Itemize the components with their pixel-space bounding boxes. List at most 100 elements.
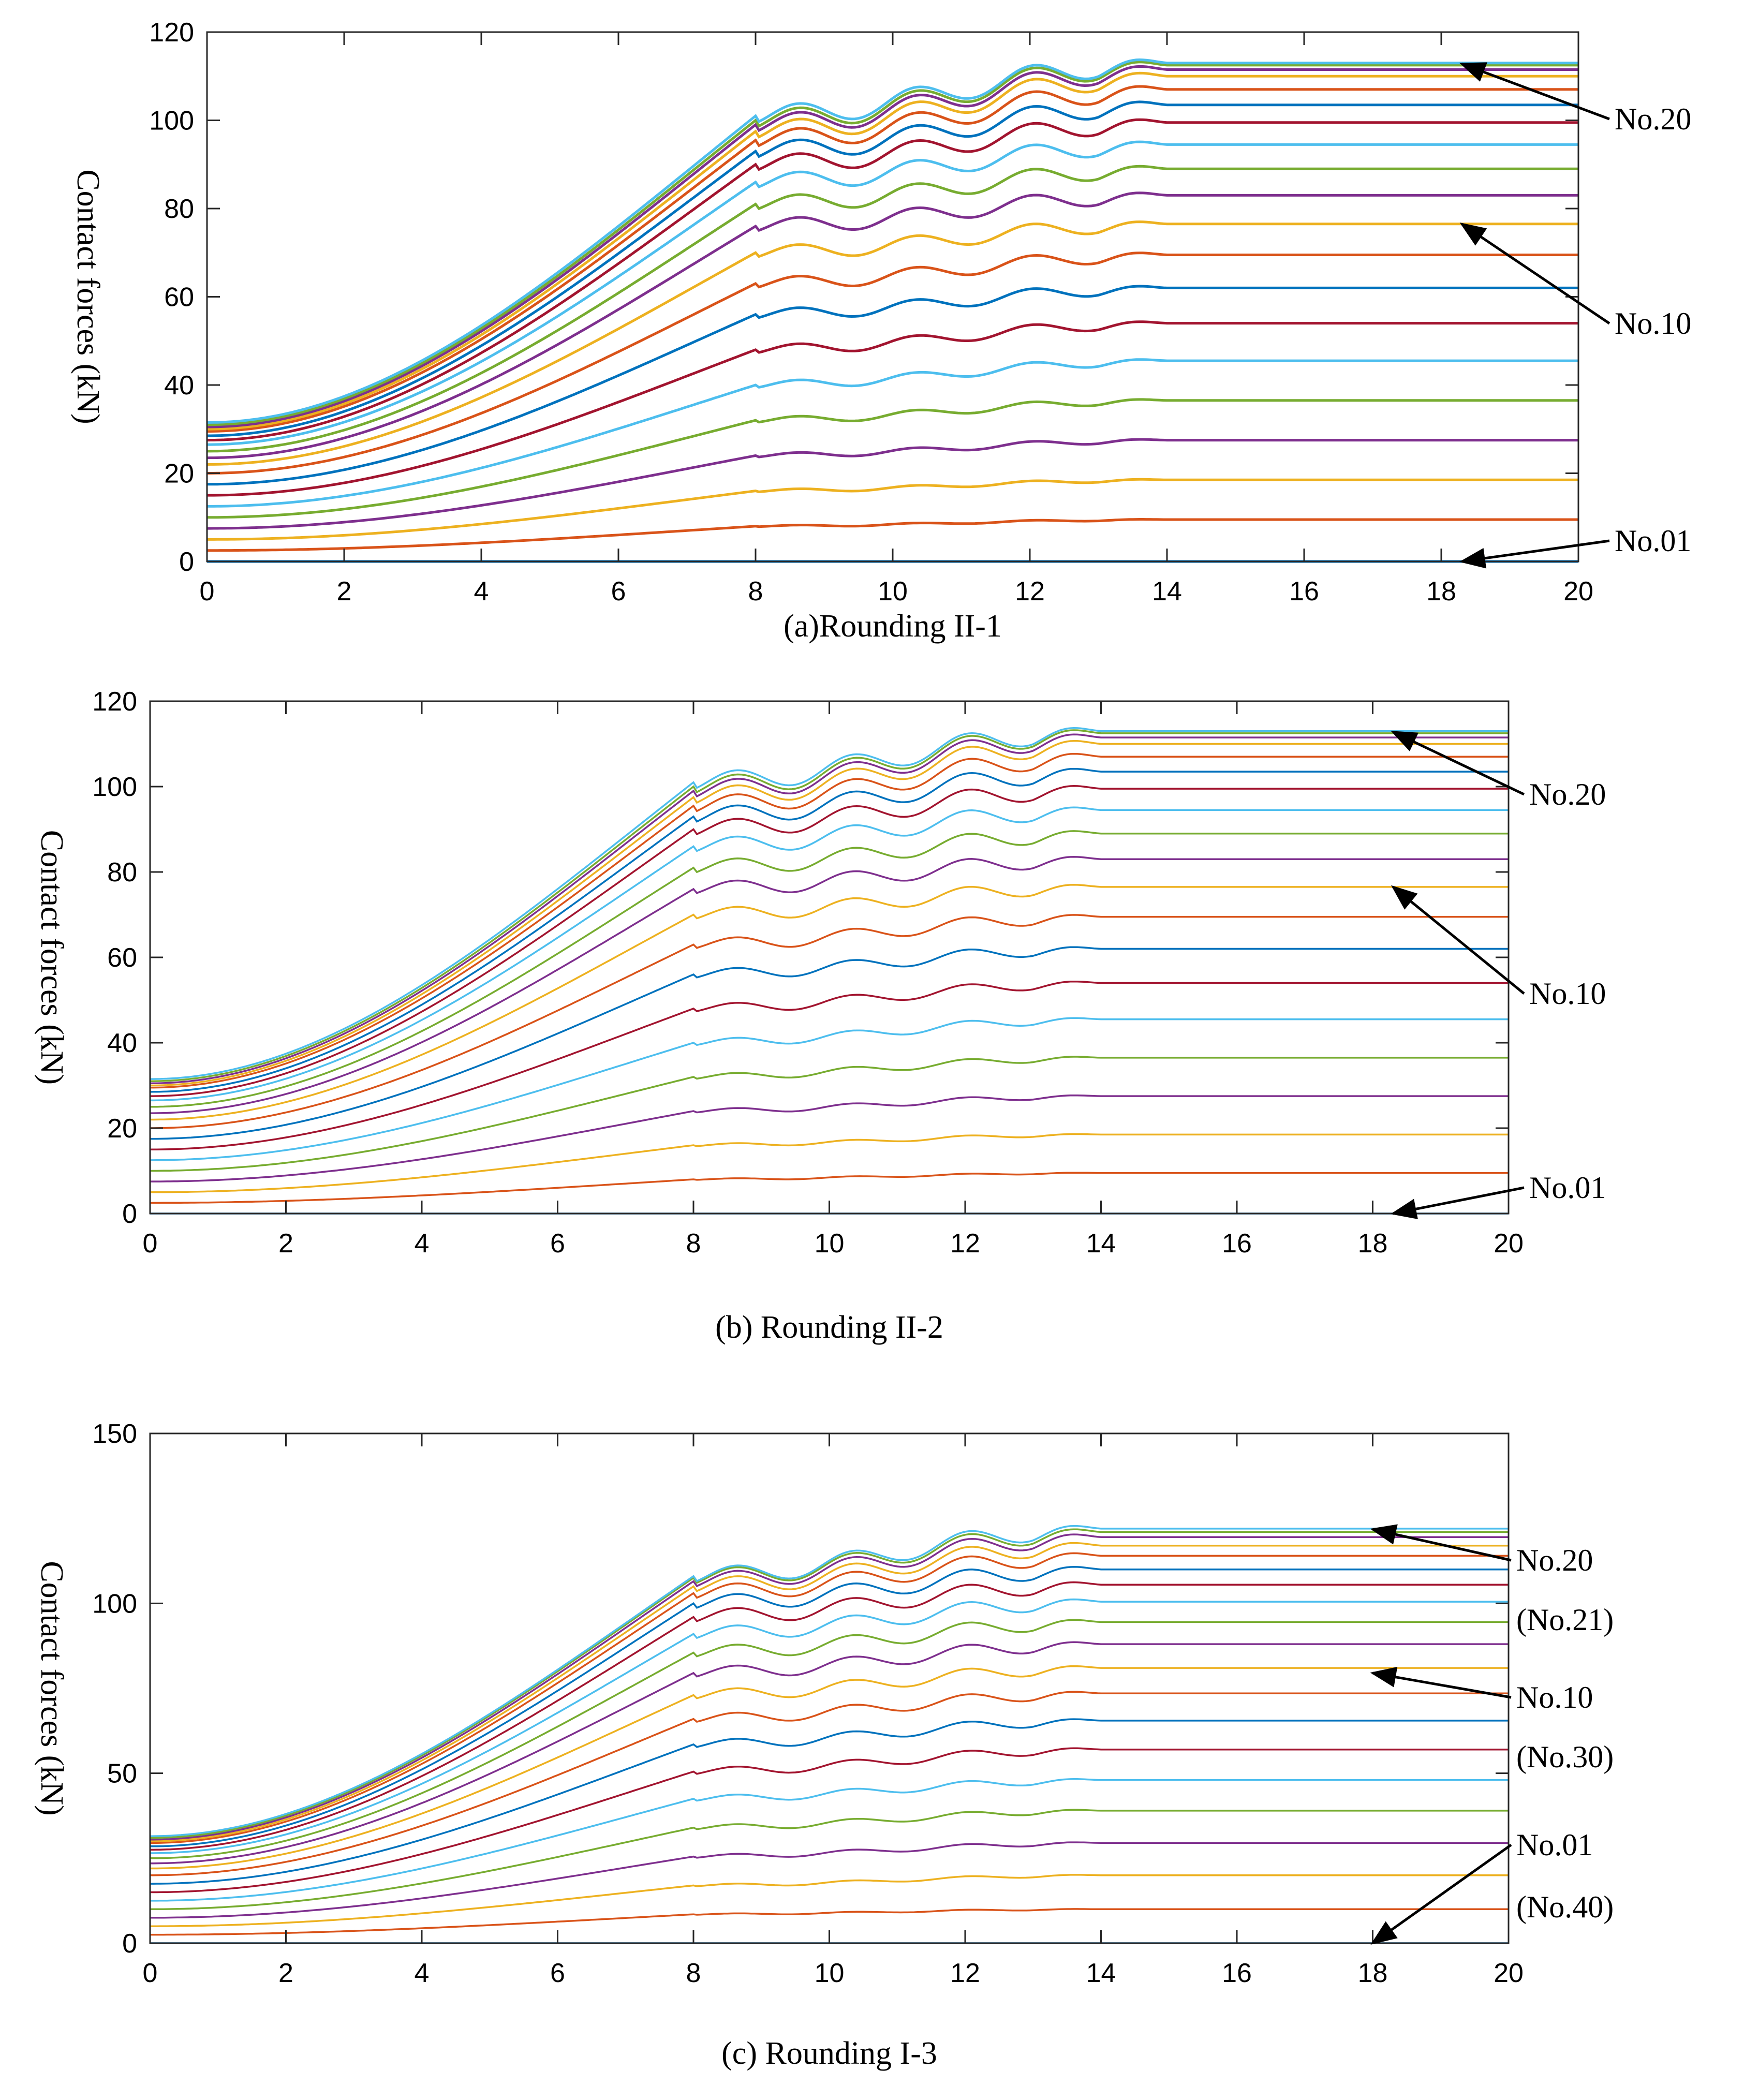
series-line-13	[150, 1598, 1509, 1854]
annotation-label: No.10	[1529, 977, 1606, 1011]
x-tick-label: 0	[143, 1958, 158, 1988]
annotation-arrow	[1370, 1843, 1512, 1945]
series-line-15	[207, 100, 1578, 437]
annotation-arrow	[1370, 1524, 1512, 1562]
series-line-10	[206, 220, 1578, 466]
annotation-label: No.10	[1615, 306, 1691, 341]
series-line-7	[207, 320, 1578, 497]
series-line-9	[150, 1691, 1509, 1876]
y-tick-label: 100	[149, 106, 194, 136]
series-line-10	[150, 1665, 1509, 1870]
y-tick-label: 0	[122, 1199, 137, 1229]
series-line-11	[206, 191, 1578, 460]
series-line-17	[206, 71, 1578, 431]
y-tick-label: 80	[107, 857, 137, 888]
series-group	[206, 58, 1578, 563]
annotation-label: (No.40)	[1516, 1890, 1614, 1924]
series-line-2	[207, 518, 1578, 552]
x-tick-label: 0	[143, 1229, 158, 1259]
series-line-17	[150, 740, 1509, 1087]
x-tick-label: 2	[278, 1958, 293, 1988]
x-tick-label: 12	[950, 1958, 980, 1988]
axes-box	[149, 700, 1510, 1215]
y-tick-label: 50	[107, 1759, 137, 1789]
chart-c: 0 2 4 6 8 10 12 14 16 18 20 0 50 100 150 Contact forces…	[34, 1419, 1614, 2071]
x-tick-label: 12	[1015, 576, 1045, 607]
x-tick-label: 4	[474, 576, 489, 607]
series-line-14	[150, 1581, 1509, 1851]
series-line-20	[150, 1525, 1509, 1837]
series-line-15	[150, 767, 1509, 1093]
series-line-2	[150, 1908, 1509, 1936]
y-tick-label: 60	[164, 283, 194, 313]
annotation-label: (No.30)	[1516, 1740, 1614, 1774]
x-tick-label: 20	[1494, 1229, 1524, 1259]
annotation-label: No.20	[1529, 777, 1606, 811]
annotation-label: No.10	[1516, 1680, 1593, 1714]
axes-box	[149, 1432, 1510, 1944]
series-line-20	[150, 727, 1509, 1080]
y-tick-label: 40	[107, 1028, 137, 1058]
series-line-20	[206, 58, 1578, 424]
series-line-10	[150, 883, 1509, 1121]
series-line-19	[150, 1528, 1509, 1839]
x-tick-label: 10	[815, 1229, 845, 1259]
x-tick-label: 6	[550, 1958, 565, 1988]
x-tick-label: 6	[611, 576, 626, 607]
series-line-19	[150, 729, 1509, 1083]
y-tick-label: 0	[179, 547, 194, 577]
y-tick-label: 0	[122, 1929, 137, 1959]
x-tick-label: 14	[1086, 1958, 1116, 1988]
y-tick-label: 20	[107, 1114, 137, 1144]
annotation-arrow	[1459, 539, 1610, 569]
annotation-label: No.20	[1615, 102, 1691, 136]
series-line-12	[150, 1619, 1509, 1859]
chart-caption: (a)Rounding II-1	[784, 609, 1002, 644]
series-line-12	[207, 165, 1578, 453]
x-tick-label: 2	[337, 576, 352, 607]
series-line-15	[150, 1566, 1509, 1847]
x-tick-label: 10	[815, 1958, 845, 1988]
x-tick-label: 20	[1494, 1958, 1524, 1988]
series-group	[150, 1525, 1509, 1944]
series-line-16	[150, 1552, 1509, 1844]
series-line-6	[150, 1017, 1509, 1161]
series-line-16	[150, 752, 1509, 1089]
series-line-18	[207, 65, 1578, 428]
x-tick-label: 14	[1086, 1229, 1116, 1259]
series-line-6	[150, 1778, 1509, 1902]
series-line-7	[150, 980, 1509, 1151]
annotation-label: No.01	[1516, 1828, 1593, 1862]
y-tick-label: 150	[92, 1419, 137, 1449]
series-line-3	[207, 478, 1578, 541]
series-line-7	[150, 1747, 1509, 1894]
series-line-11	[150, 855, 1509, 1114]
y-axis-label: Contact forces (kN)	[70, 169, 106, 424]
x-tick-label: 16	[1289, 576, 1319, 607]
series-line-2	[150, 1172, 1509, 1204]
y-tick-label: 120	[92, 687, 137, 717]
series-line-14	[206, 118, 1578, 442]
annotation-label: No.20	[1516, 1543, 1593, 1577]
series-line-11	[150, 1641, 1509, 1865]
series-line-12	[150, 830, 1509, 1108]
series-line-5	[206, 398, 1578, 519]
x-tick-label: 8	[686, 1958, 701, 1988]
series-line-3	[150, 1133, 1509, 1193]
x-tick-label: 18	[1426, 576, 1456, 607]
y-tick-label: 120	[149, 18, 194, 48]
annotation-arrow	[1459, 223, 1610, 325]
x-tick-label: 6	[550, 1229, 565, 1259]
x-tick-label: 4	[415, 1958, 430, 1988]
series-line-18	[150, 733, 1509, 1085]
series-line-9	[150, 914, 1509, 1129]
x-tick-label: 10	[878, 576, 908, 607]
x-tick-label: 12	[950, 1229, 980, 1259]
x-tick-label: 2	[278, 1229, 293, 1259]
series-line-9	[207, 252, 1578, 475]
x-tick-label: 20	[1563, 576, 1593, 607]
x-tick-label: 16	[1222, 1229, 1252, 1259]
series-line-4	[207, 438, 1578, 530]
